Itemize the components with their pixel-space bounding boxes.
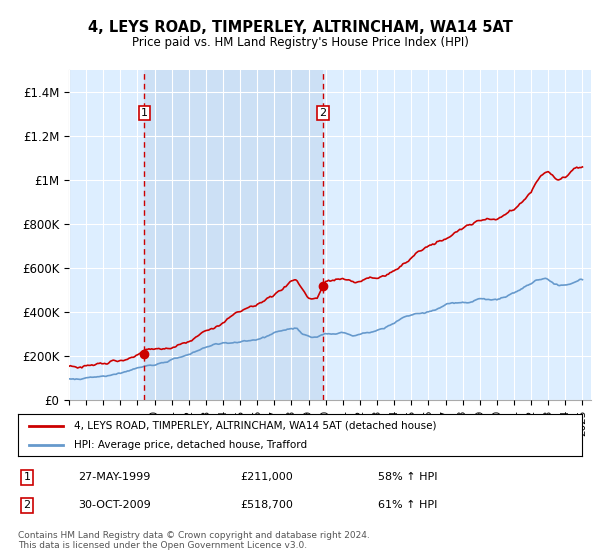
Text: Price paid vs. HM Land Registry's House Price Index (HPI): Price paid vs. HM Land Registry's House … <box>131 36 469 49</box>
Text: 58% ↑ HPI: 58% ↑ HPI <box>378 472 437 482</box>
Text: 4, LEYS ROAD, TIMPERLEY, ALTRINCHAM, WA14 5AT: 4, LEYS ROAD, TIMPERLEY, ALTRINCHAM, WA1… <box>88 20 512 35</box>
Text: £518,700: £518,700 <box>240 500 293 510</box>
Text: HPI: Average price, detached house, Trafford: HPI: Average price, detached house, Traf… <box>74 440 308 450</box>
Text: 27-MAY-1999: 27-MAY-1999 <box>78 472 151 482</box>
Text: £211,000: £211,000 <box>240 472 293 482</box>
Text: 2: 2 <box>23 500 31 510</box>
Text: 1: 1 <box>141 108 148 118</box>
Text: 1: 1 <box>23 472 31 482</box>
Text: Contains HM Land Registry data © Crown copyright and database right 2024.
This d: Contains HM Land Registry data © Crown c… <box>18 531 370 550</box>
Text: 4, LEYS ROAD, TIMPERLEY, ALTRINCHAM, WA14 5AT (detached house): 4, LEYS ROAD, TIMPERLEY, ALTRINCHAM, WA1… <box>74 421 437 431</box>
Bar <box>145 70 323 400</box>
Text: 30-OCT-2009: 30-OCT-2009 <box>78 500 151 510</box>
Text: 2: 2 <box>319 108 326 118</box>
Text: 61% ↑ HPI: 61% ↑ HPI <box>378 500 437 510</box>
